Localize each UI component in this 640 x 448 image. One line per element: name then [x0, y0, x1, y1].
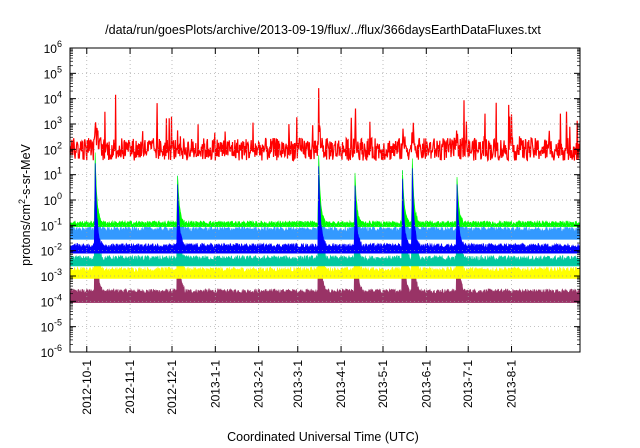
y-tick-label: 102: [44, 140, 62, 157]
series-1-band: [69, 175, 581, 279]
series-2-band: [69, 169, 581, 267]
x-tick-label: 2013-8-1: [505, 360, 519, 408]
y-tick-label: 104: [44, 90, 62, 107]
y-tick-label: 106: [44, 39, 62, 56]
chart-title: /data/run/goesPlots/archive/2013-09-19/f…: [105, 23, 541, 37]
series-4-band: [69, 152, 581, 227]
y-tick-label: 10-1: [41, 216, 62, 233]
y-tick-label: 10-2: [41, 242, 62, 259]
grid: [70, 48, 580, 352]
x-tick-label: 2013-5-1: [376, 360, 390, 408]
series-0-band: [69, 183, 581, 303]
y-tick-label: 100: [44, 191, 62, 208]
y-tick-label: 10-5: [41, 318, 62, 335]
x-tick-label: 2012-12-1: [165, 360, 179, 415]
x-tick-label: 2013-6-1: [419, 360, 433, 408]
x-tick-label: 2013-4-1: [334, 360, 348, 408]
y-tick-label: 10-3: [41, 267, 62, 284]
y-tick-label: 103: [44, 115, 62, 132]
plot-area: [69, 88, 581, 303]
series-3-band: [69, 154, 581, 240]
y-tick-label: 105: [44, 64, 62, 81]
y-tick-label: 10-4: [41, 292, 62, 309]
series-5-band: [69, 163, 581, 254]
x-tick-label: 2012-10-1: [80, 360, 94, 415]
y-tick-label: 101: [44, 166, 62, 183]
x-tick-label: 2013-1-1: [208, 360, 222, 408]
axes: 10-6 10-5 10-4 10-3 10-2 10-1 100 101 102 103 104 1…: [41, 39, 581, 415]
x-tick-label: 2012-11-1: [123, 360, 137, 414]
x-tick-label: 2013-3-1: [291, 360, 305, 408]
x-tick-label: 2013-2-1: [252, 360, 266, 408]
series-6-line: [69, 88, 581, 162]
x-tick-label: 2013-7-1: [461, 360, 475, 408]
y-axis-label: protons/cm2-s-sr-MeV: [17, 143, 33, 265]
y-tick-label: 10-6: [41, 343, 62, 360]
x-axis-label: Coordinated Universal Time (UTC): [227, 430, 419, 444]
